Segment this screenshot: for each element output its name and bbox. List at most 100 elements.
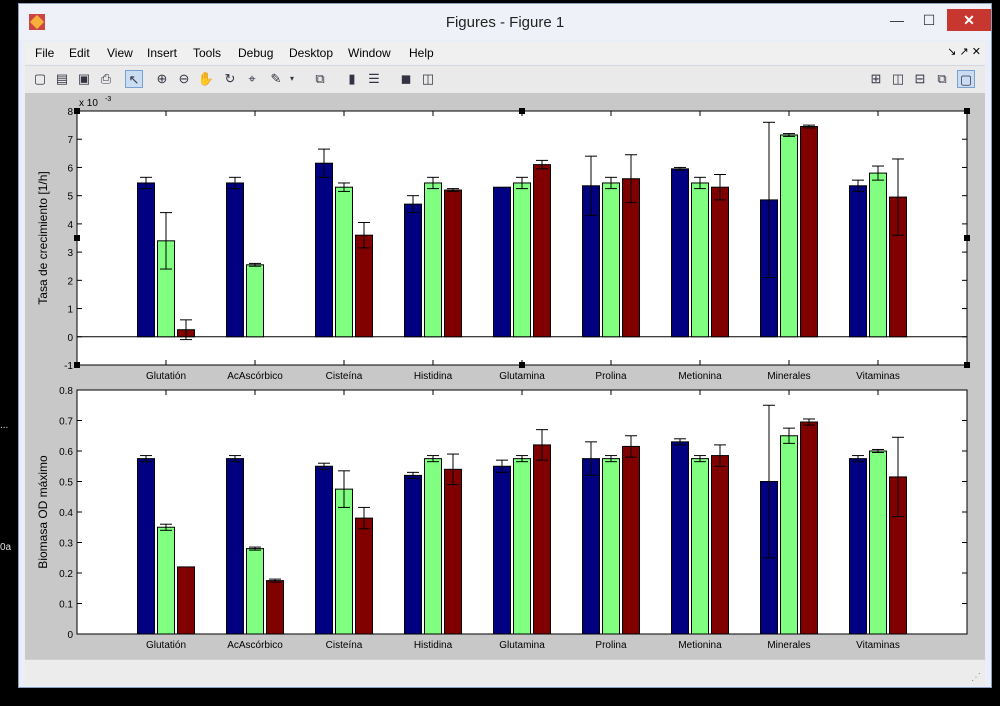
rotate-3d-icon[interactable]: ↻: [224, 71, 236, 86]
bar: [177, 566, 195, 635]
y-tick-label: 3: [67, 248, 73, 259]
x-tick-label: Glutamina: [499, 640, 545, 651]
bar: [355, 234, 373, 338]
menu-debug[interactable]: Debug: [238, 46, 274, 60]
y-tick-label: 5: [67, 192, 73, 203]
y-tick-label: 0.3: [59, 539, 73, 550]
open-file-icon[interactable]: ▤: [55, 71, 69, 86]
dock-controls[interactable]: ↘ ↗ ✕: [947, 46, 981, 58]
bar: [246, 264, 264, 338]
y-tick-label: 0: [67, 333, 73, 344]
bar: [315, 465, 333, 635]
bar: [444, 189, 462, 338]
x-tick-label: AcAscórbico: [227, 640, 283, 651]
bar: [533, 444, 551, 635]
x-tick-label: Minerales: [767, 640, 810, 651]
x-tick-label: Histidina: [414, 371, 453, 382]
bar: [404, 203, 422, 338]
x-tick-label: Glutatión: [146, 640, 186, 651]
figure-toolbar: ▢ ▤ ▣ ⎙ ↖ ⊕ ⊖ ✋ ↻ ⌖ ✎ ▾ ⧉ ▮ ☰ ◼ ◫ ⊞ ◫ ⊟ …: [25, 65, 985, 94]
pan-hand-icon[interactable]: ✋: [197, 71, 215, 86]
maximize-figure-icon[interactable]: ▢: [957, 70, 975, 88]
bar: [602, 458, 620, 635]
y-tick-label: 6: [67, 163, 73, 174]
menu-window[interactable]: Window: [348, 46, 391, 60]
y-tick-label: 0: [67, 630, 73, 641]
minimize-button[interactable]: —: [890, 12, 904, 28]
zoom-in-icon[interactable]: ⊕: [156, 71, 168, 86]
resize-grip-icon[interactable]: ⋰: [971, 672, 981, 683]
y-tick-label: 2: [67, 276, 73, 287]
selection-handle: [74, 108, 80, 114]
figure-canvas[interactable]: -1 0 1 2 3 4 5 6 7 8 Glutatión AcAscórbico Cisteína H…: [25, 93, 985, 659]
brush-dropdown-icon[interactable]: ▾: [289, 74, 294, 83]
bar: [582, 458, 600, 635]
colorbar-icon[interactable]: ▮: [348, 71, 356, 86]
menu-tools[interactable]: Tools: [193, 46, 222, 60]
bar: [335, 186, 353, 338]
new-figure-icon[interactable]: ▢: [33, 71, 47, 86]
bar: [404, 474, 422, 635]
x-tick-label: Minerales: [767, 371, 810, 382]
bar: [424, 458, 442, 635]
bar: [780, 435, 798, 635]
axes-2: 0 0.1 0.2 0.3 0.4 0.5 0.6 0.7 0.8 Glutatión AcAscó…: [36, 386, 968, 651]
x-tick-label: Vitaminas: [856, 640, 900, 651]
menu-help[interactable]: Help: [409, 46, 434, 60]
legend-icon[interactable]: ☰: [368, 71, 380, 86]
hide-plot-tools-icon[interactable]: ◼: [400, 71, 412, 86]
tile-grid-icon[interactable]: ⊞: [870, 71, 882, 86]
bar: [355, 517, 373, 635]
bar: [493, 465, 511, 635]
show-plot-tools-icon[interactable]: ◫: [421, 71, 435, 86]
pointer-arrow-icon[interactable]: ↖: [125, 70, 143, 88]
menu-bar: File Edit View Insert Tools Debug Deskto…: [25, 42, 985, 64]
brush-icon[interactable]: ✎: [270, 71, 282, 86]
data-cursor-icon[interactable]: ⌖: [248, 71, 256, 86]
menu-file[interactable]: File: [35, 46, 55, 60]
float-icon[interactable]: ⧉: [937, 71, 947, 86]
print-icon[interactable]: ⎙: [100, 71, 112, 86]
bar: [849, 185, 867, 338]
bar: [246, 548, 264, 635]
bar: [869, 172, 887, 338]
y-tick-label: 4: [67, 220, 73, 231]
bar: [711, 455, 729, 635]
x-tick-label: Prolina: [595, 640, 627, 651]
y-exponent-power: -3: [105, 96, 111, 103]
y-tick-label: 8: [67, 107, 73, 118]
bar: [671, 441, 689, 635]
save-icon[interactable]: ▣: [77, 71, 91, 86]
axes-1: -1 0 1 2 3 4 5 6 7 8 Glutatión AcAscórbico Cisteína H…: [36, 96, 970, 382]
close-button[interactable]: ✕: [947, 9, 991, 31]
menu-view[interactable]: View: [107, 46, 133, 60]
x-tick-label: Cisteína: [326, 371, 363, 382]
link-plot-icon[interactable]: ⧉: [315, 71, 325, 86]
tile-left-right-icon[interactable]: ◫: [891, 71, 905, 86]
maximize-button[interactable]: ☐: [922, 12, 936, 28]
desktop-fragment: ...: [0, 420, 9, 431]
zoom-out-icon[interactable]: ⊖: [178, 71, 190, 86]
menu-insert[interactable]: Insert: [147, 46, 178, 60]
figure-svg: -1 0 1 2 3 4 5 6 7 8 Glutatión AcAscórbico Cisteína H…: [36, 96, 970, 651]
y-axis-label: Biomasa OD máximo: [36, 455, 50, 569]
menu-edit[interactable]: Edit: [69, 46, 90, 60]
x-tick-label: Prolina: [595, 371, 627, 382]
bar: [622, 445, 640, 635]
bar: [849, 458, 867, 635]
y-tick-label: 0.5: [59, 478, 73, 489]
menu-desktop[interactable]: Desktop: [289, 46, 334, 60]
title-bar[interactable]: Figures - Figure 1 — ☐ ✕: [19, 4, 991, 40]
x-tick-label: AcAscórbico: [227, 371, 283, 382]
status-bar: ⋰: [25, 659, 985, 685]
bar: [671, 168, 689, 338]
x-tick-label: Histidina: [414, 640, 453, 651]
selection-handle: [74, 235, 80, 241]
bar: [444, 468, 462, 635]
tile-top-bottom-icon[interactable]: ⊟: [914, 71, 926, 86]
bar: [513, 182, 531, 338]
bar: [711, 186, 729, 338]
x-tick-label: Metionina: [678, 640, 722, 651]
bar: [424, 182, 442, 338]
x-tick-label: Glutamina: [499, 371, 545, 382]
